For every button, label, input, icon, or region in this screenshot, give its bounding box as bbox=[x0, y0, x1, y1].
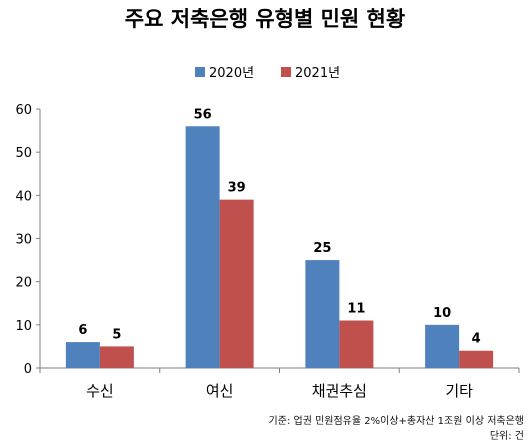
bar bbox=[339, 320, 374, 368]
bar bbox=[99, 346, 134, 368]
bar bbox=[305, 260, 340, 368]
axes: 0 10 20 30 40 50 60 수신 여신 채권추심 기타 bbox=[15, 103, 520, 400]
y-tick-label: 30 bbox=[15, 233, 32, 248]
data-label: 5 bbox=[112, 327, 121, 342]
bar bbox=[425, 324, 460, 368]
data-label: 6 bbox=[78, 323, 87, 338]
bar bbox=[185, 126, 220, 369]
bars bbox=[65, 126, 494, 369]
legend-label: 2021년 bbox=[295, 66, 340, 81]
legend-label: 2020년 bbox=[209, 66, 254, 81]
y-tick-label: 0 bbox=[24, 362, 32, 377]
chart-title: 주요 저축은행 유형별 민원 현황 bbox=[125, 7, 405, 31]
footnote-unit: 단위: 건 bbox=[489, 431, 524, 442]
y-tick-label: 10 bbox=[15, 319, 32, 334]
data-labels: 6 5 56 39 25 11 10 4 bbox=[78, 107, 480, 346]
y-tick-label: 40 bbox=[15, 189, 32, 204]
y-tick-label: 60 bbox=[15, 103, 32, 118]
x-tick-label: 채권추심 bbox=[312, 382, 367, 400]
bar bbox=[65, 342, 100, 368]
y-tick-label: 20 bbox=[15, 276, 32, 291]
y-tick-label: 50 bbox=[15, 146, 32, 161]
legend-swatch bbox=[281, 67, 291, 77]
data-label: 11 bbox=[347, 302, 365, 317]
data-label: 39 bbox=[228, 181, 246, 196]
data-label: 25 bbox=[313, 241, 331, 256]
legend-swatch bbox=[195, 67, 205, 77]
bar bbox=[459, 350, 494, 368]
x-tick-label: 여신 bbox=[206, 382, 234, 400]
legend: 2020년 2021년 bbox=[195, 66, 340, 81]
data-label: 4 bbox=[472, 332, 481, 347]
footnote-criteria: 기준: 업권 민원점유율 2%이상+총자산 1조원 이상 저축은행 bbox=[268, 416, 524, 427]
x-tick-label: 수신 bbox=[86, 382, 114, 400]
bar bbox=[219, 199, 254, 368]
x-tick-label: 기타 bbox=[445, 382, 473, 400]
data-label: 10 bbox=[433, 306, 451, 321]
data-label: 56 bbox=[194, 107, 212, 122]
